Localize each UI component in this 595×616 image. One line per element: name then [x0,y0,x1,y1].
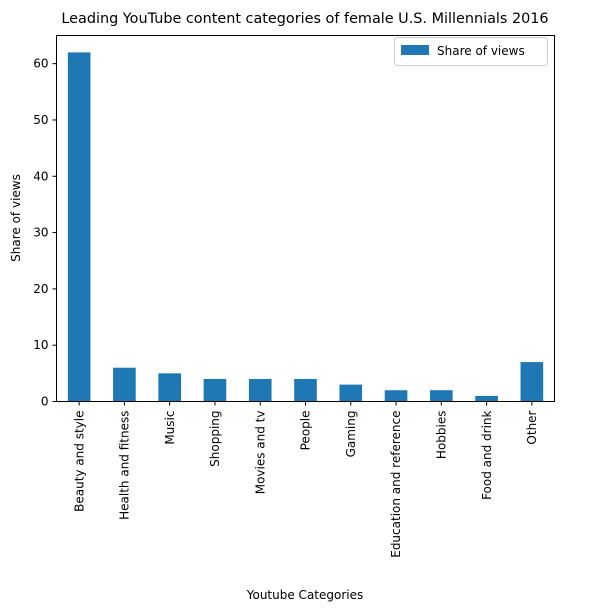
x-tick-label: Other [525,410,539,444]
bar-shopping [203,378,227,402]
bar-gaming [339,384,363,402]
x-tick-label: Shopping [208,411,222,467]
y-tick-label: 50 [33,113,48,127]
legend-swatch [401,45,429,55]
legend-label: Share of views [437,44,525,58]
legend-box [394,37,548,66]
y-axis-label: Share of views [9,174,23,262]
x-tick-label: Gaming [344,411,358,458]
bar-hobbies [430,390,453,402]
x-tick-label: Food and drink [480,410,494,499]
x-tick-label: Movies and tv [253,411,267,495]
legend: Share of views [394,37,548,66]
bars-group [67,52,544,402]
bar-movies-and-tv [248,378,272,402]
bar-food-and-drink [475,395,498,402]
plot-frame [56,35,555,402]
y-tick-label: 60 [33,57,48,71]
bar-music [158,373,181,402]
bar-other [520,362,544,402]
bar-people [294,378,317,402]
y-tick-label: 30 [33,226,48,240]
bar-health-and-fitness [113,367,136,402]
chart-title: Leading YouTube content categories of fe… [61,11,548,27]
y-axis: 0 10 20 30 40 50 60 [33,57,57,409]
x-tick-label: Beauty and style [72,411,86,512]
x-tick-label: Health and fitness [118,411,132,520]
x-tick-label: People [299,411,313,451]
y-tick-label: 10 [33,338,48,352]
bar-beauty-and-style [67,52,91,402]
y-tick-label: 0 [41,395,49,409]
y-tick-label: 40 [33,169,48,183]
x-axis: Beauty and style Health and fitness Music S… [72,401,539,558]
x-tick-label: Education and reference [389,410,403,557]
x-axis-label: Youtube Categories [246,588,364,602]
bar-education-and-reference [384,390,408,402]
x-tick-label: Music [163,411,177,445]
y-tick-label: 20 [33,282,48,296]
x-tick-label: Hobbies [435,411,449,460]
